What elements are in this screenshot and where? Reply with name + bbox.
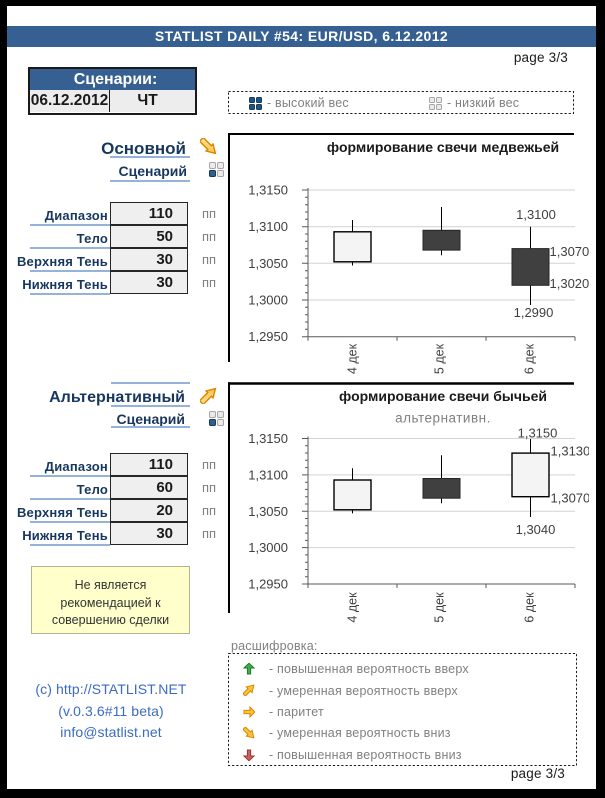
svg-text:1,3150: 1,3150	[248, 431, 288, 446]
svg-text:альтернативн.: альтернативн.	[395, 411, 491, 426]
svg-text:1,3100: 1,3100	[248, 219, 288, 234]
svg-text:1,3050: 1,3050	[248, 256, 288, 271]
svg-text:формирование свечи бычьей: формирование свечи бычьей	[339, 388, 547, 404]
svg-text:1,3070: 1,3070	[551, 491, 590, 506]
svg-text:1,3100: 1,3100	[516, 207, 556, 222]
svg-text:1,3020: 1,3020	[550, 276, 590, 291]
svg-text:1,3150: 1,3150	[248, 183, 288, 198]
svg-text:4 дек: 4 дек	[346, 592, 360, 623]
svg-text:5 дек: 5 дек	[433, 592, 447, 623]
svg-text:1,3150: 1,3150	[518, 426, 558, 441]
svg-text:6 дек: 6 дек	[523, 592, 537, 623]
svg-text:1,3130: 1,3130	[551, 444, 590, 459]
svg-text:1,3070: 1,3070	[550, 244, 590, 259]
svg-text:1,3050: 1,3050	[248, 504, 288, 519]
svg-text:1,2990: 1,2990	[514, 305, 554, 320]
svg-text:1,3000: 1,3000	[248, 540, 288, 555]
svg-text:1,3000: 1,3000	[248, 293, 288, 308]
svg-text:формирование свечи медвежьей: формирование свечи медвежьей	[327, 139, 559, 155]
svg-text:1,2950: 1,2950	[248, 577, 288, 592]
svg-text:1,3100: 1,3100	[248, 468, 288, 483]
svg-text:5 дек: 5 дек	[433, 343, 447, 374]
svg-text:6 дек: 6 дек	[523, 343, 537, 374]
svg-text:1,3040: 1,3040	[516, 522, 556, 537]
svg-text:1,2950: 1,2950	[248, 329, 288, 344]
svg-text:4 дек: 4 дек	[346, 343, 360, 374]
